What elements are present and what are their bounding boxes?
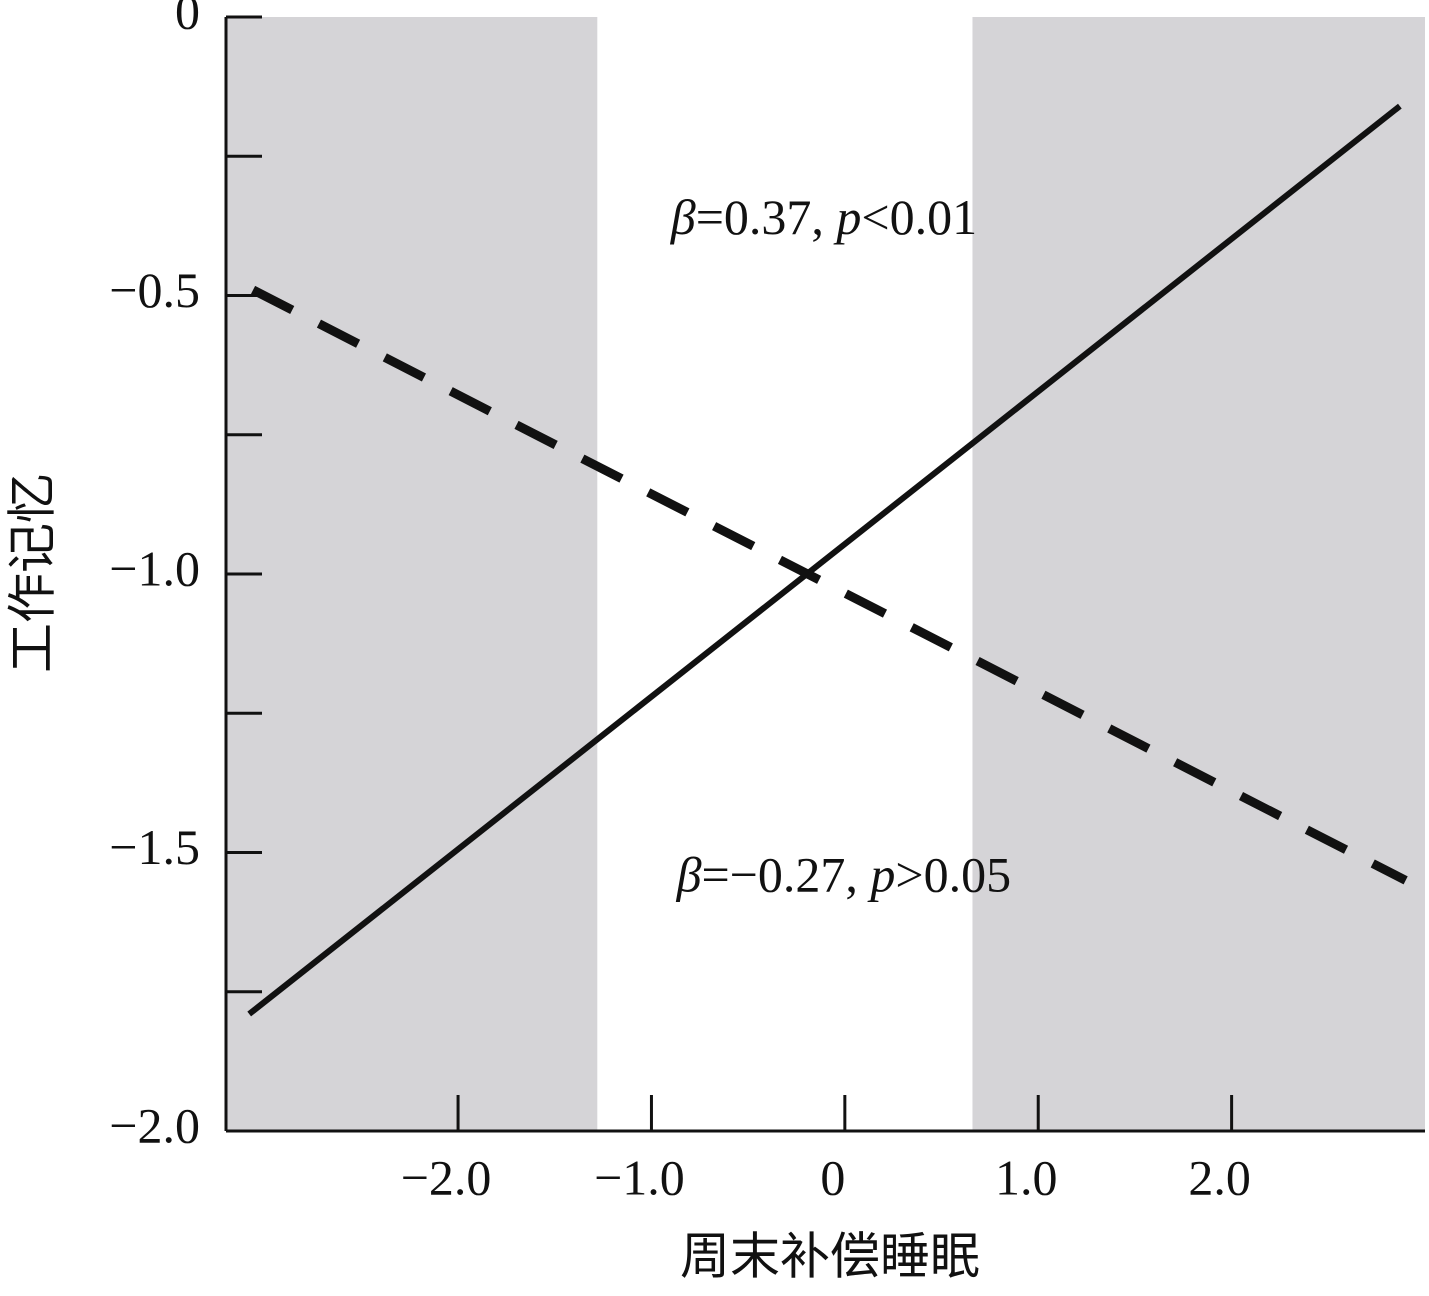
x-tick-label: 1.0 (995, 1149, 1058, 1205)
line-series (247, 103, 1402, 1017)
x-axis-label: 周末补偿睡眠 (680, 1228, 980, 1284)
annotation-part: =0.37, (696, 190, 837, 246)
x-tick-label: 2.0 (1188, 1149, 1251, 1205)
annotation-part: β (676, 847, 702, 903)
annotation-part: <0.01 (861, 190, 977, 246)
annotation-part: p (867, 847, 895, 903)
x-tick-label: −2.0 (401, 1149, 492, 1205)
annotation-part: =−0.27, (701, 847, 870, 903)
line-series (251, 285, 1408, 885)
annotation-part: >0.05 (895, 847, 1011, 903)
shaded-region (972, 17, 1425, 1131)
annotation: β=−0.27, p>0.05 (676, 847, 1012, 903)
annotation: β=0.37, p<0.01 (670, 190, 977, 246)
shaded-region (226, 17, 598, 1131)
y-tick-label: −2.0 (109, 1097, 200, 1153)
y-tick-label: 0 (175, 0, 200, 39)
annotation-part: p (833, 190, 861, 246)
y-tick-label: −1.0 (109, 540, 200, 596)
y-tick-label: −0.5 (109, 262, 200, 318)
x-tick-label: 0 (820, 1149, 845, 1205)
y-axis-label: 工作记忆 (4, 473, 60, 673)
x-tick-label: −1.0 (594, 1149, 685, 1205)
y-tick-label: −1.5 (109, 819, 200, 875)
annotation-part: β (670, 190, 696, 246)
